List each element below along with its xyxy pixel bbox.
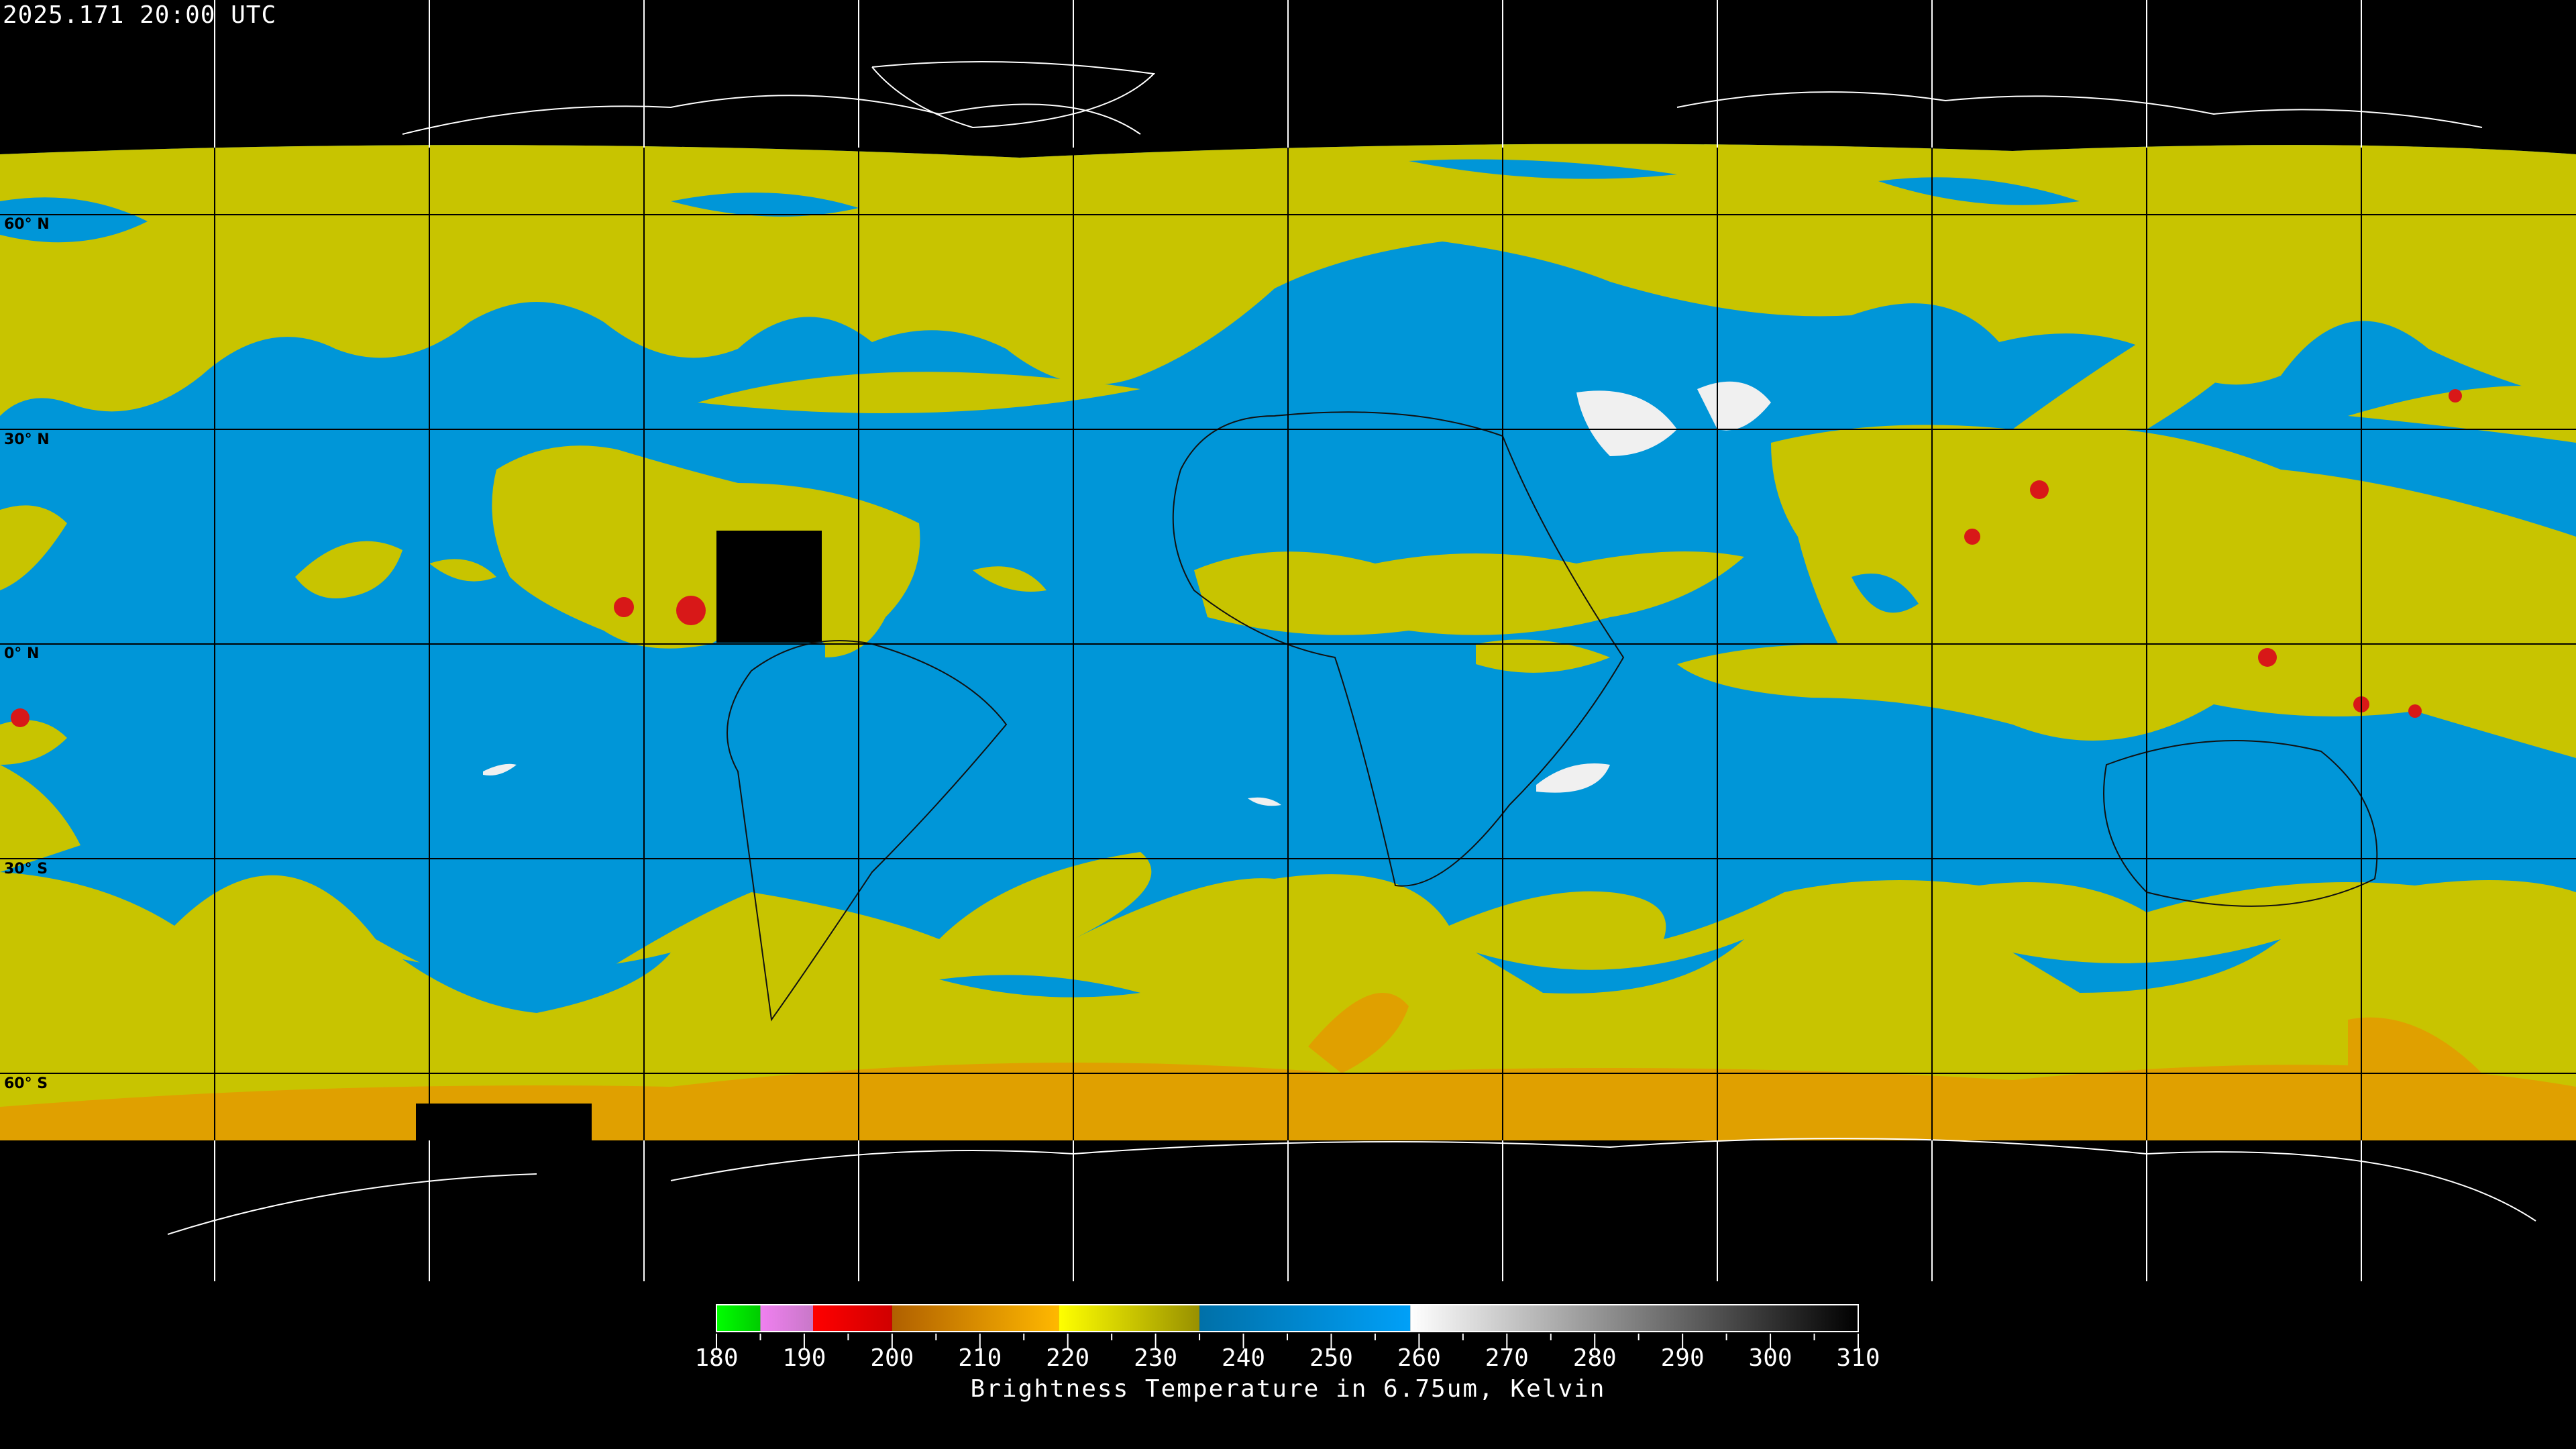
graticule xyxy=(0,148,2576,1140)
lat-label-30n: 30° N xyxy=(4,431,50,448)
lat-label-0n: 0° N xyxy=(4,645,40,662)
colorbar-tick-label: 270 xyxy=(1485,1344,1529,1372)
colorbar-tick-label: 200 xyxy=(870,1344,914,1372)
lat-label-30s: 30° S xyxy=(4,861,48,877)
water-vapor-map xyxy=(0,0,2576,1281)
warm-dry-patches xyxy=(483,381,1771,806)
graticule-polar xyxy=(214,0,2362,1281)
no-data-square xyxy=(716,531,822,643)
colorbar-tick-label: 290 xyxy=(1661,1344,1705,1372)
colorbar: 180 190 200 210 220 230 240 250 260 270 280 290 300 3… xyxy=(694,1304,1880,1372)
colorbar-tick-label: 300 xyxy=(1749,1344,1792,1372)
colorbar-tick-label: 180 xyxy=(694,1344,738,1372)
colorbar-tick-label: 220 xyxy=(1046,1344,1089,1372)
colorbar-tick-label: 230 xyxy=(1134,1344,1177,1372)
very-cold-cloud-tops xyxy=(11,389,2462,727)
colorbar-segment xyxy=(760,1305,814,1332)
no-data-notch xyxy=(416,1104,592,1145)
colorbar-tick-label: 240 xyxy=(1222,1344,1265,1372)
colorbar-caption: Brightness Temperature in 6.75um, Kelvin xyxy=(970,1375,1606,1403)
colorbar-segment xyxy=(1199,1305,1411,1332)
colorbar-segment xyxy=(1059,1305,1200,1332)
colorbar-tick-label: 210 xyxy=(958,1344,1002,1372)
colorbar-segment xyxy=(1410,1305,1858,1332)
tropical-moist-africa xyxy=(973,551,1744,673)
colorbar-segment xyxy=(716,1305,761,1332)
colorbar-segment xyxy=(813,1305,892,1332)
colorbar-segment xyxy=(892,1305,1059,1332)
colorbar-tick-label: 190 xyxy=(782,1344,826,1372)
tropical-moist-asia xyxy=(1677,425,2576,758)
coastlines-dark xyxy=(727,411,2378,1022)
colorbar-frame xyxy=(716,1304,1859,1332)
colorbar-tick-label: 280 xyxy=(1573,1344,1617,1372)
lat-label-60n: 60° N xyxy=(4,216,50,233)
colorbar-tick-label: 310 xyxy=(1836,1344,1880,1372)
colorbar-tick-label: 250 xyxy=(1309,1344,1353,1372)
lat-label-60s: 60° S xyxy=(4,1075,48,1092)
timestamp: 2025.171 20:00 UTC xyxy=(3,1,277,29)
colorbar-tick-label: 260 xyxy=(1397,1344,1441,1372)
